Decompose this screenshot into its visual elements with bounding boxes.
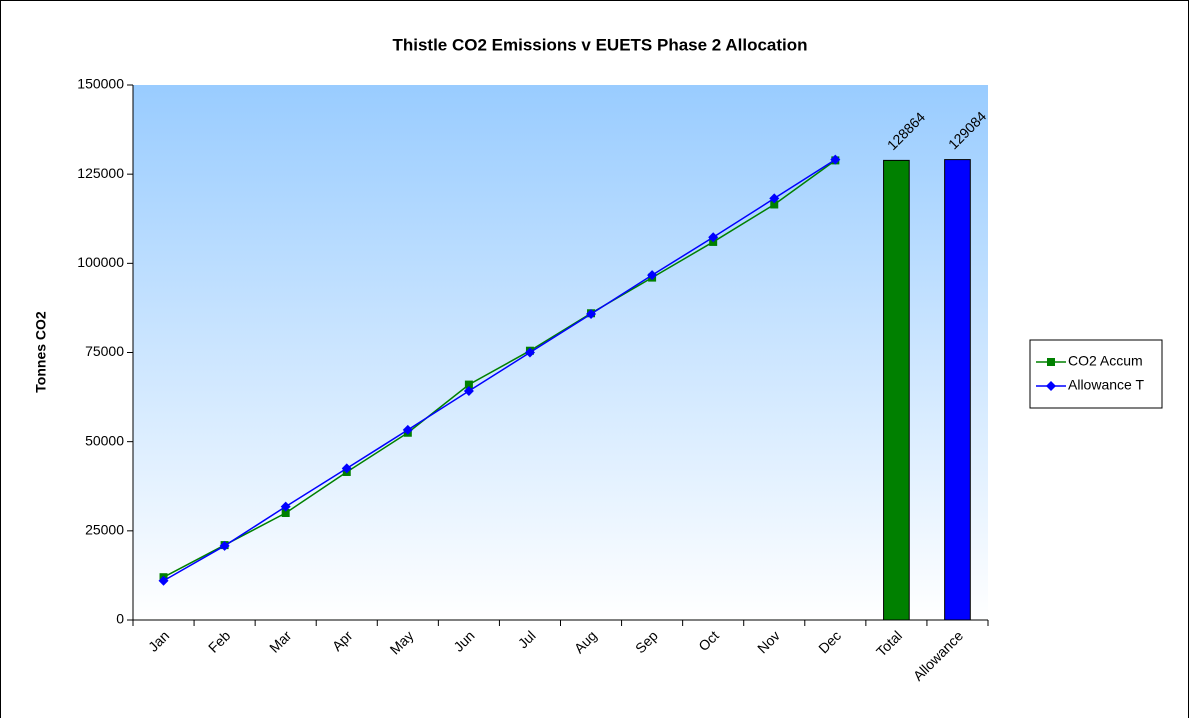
series-marker (830, 154, 841, 165)
legend (1029, 339, 1163, 409)
y-tick-label: 125000 (77, 165, 124, 181)
series-marker (770, 200, 779, 209)
series-marker (463, 386, 474, 397)
series-marker (281, 509, 290, 517)
series-marker (402, 424, 413, 435)
chart-title: Thistle CO2 Emissions v EUETS Phase 2 Al… (392, 35, 807, 54)
y-axis-label: Tonnes CO2 (33, 311, 49, 393)
legend-label: CO2 Accum (1068, 353, 1143, 369)
series-marker (464, 380, 473, 389)
series-marker (341, 463, 352, 474)
series-marker (769, 193, 780, 204)
series-line (163, 158, 836, 582)
series-line (163, 159, 836, 578)
series-marker (219, 540, 230, 551)
y-tick-label: 25000 (85, 522, 124, 538)
series-marker (158, 575, 169, 586)
y-tick-label: 100000 (77, 254, 124, 270)
y-tick-label: 50000 (85, 432, 124, 448)
series-marker (586, 308, 597, 319)
legend-marker (1046, 381, 1056, 391)
series-marker (708, 232, 719, 243)
plot-area (133, 85, 988, 620)
series-marker (280, 501, 291, 512)
legend-marker (1047, 358, 1055, 366)
legend-label: Allowance T (1068, 377, 1144, 393)
y-tick-label: 0 (116, 611, 124, 627)
bar (944, 159, 971, 621)
series-marker (647, 270, 658, 281)
bar (883, 159, 910, 621)
y-tick-label: 150000 (77, 76, 124, 92)
y-tick-label: 75000 (85, 343, 124, 359)
series-marker (524, 347, 535, 358)
